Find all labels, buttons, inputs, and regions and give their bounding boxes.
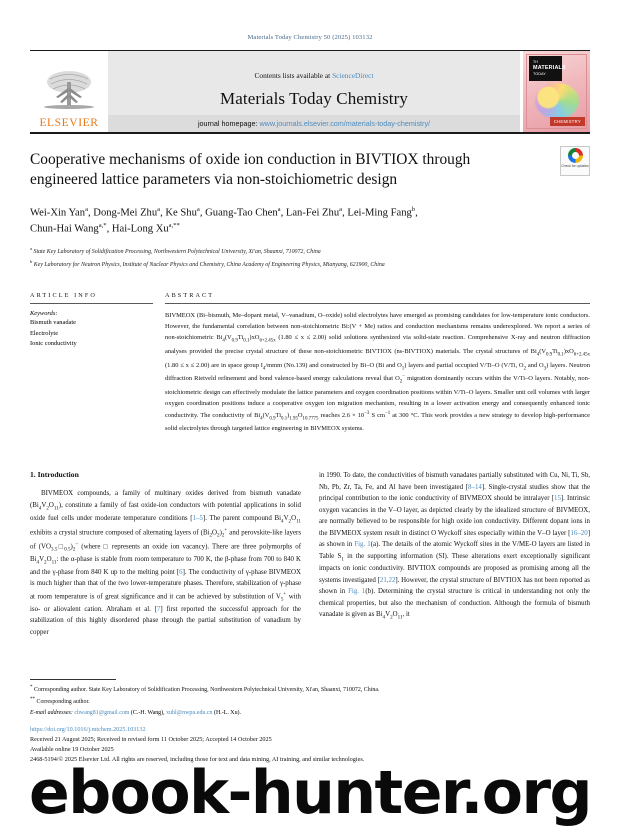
affiliation-b: b Key Laboratory for Neutron Physics, In… (30, 258, 385, 268)
corresponding-author-note-1: * Corresponding author. State Key Labora… (30, 685, 380, 693)
corresponding-author-note-2: ** Corresponding author. (30, 696, 90, 705)
email-link-1[interactable]: chwang81@gmail.com (74, 710, 130, 716)
crossmark-badge[interactable]: Check for updates (560, 146, 590, 176)
section-heading-introduction: 1. Introduction (30, 470, 79, 480)
abstract-text: BIVMEOX (Bi–bismuth, Me–dopant metal, V–… (165, 312, 590, 433)
email-label: E-mail addresses: (30, 710, 73, 716)
crossmark-label: Check for updates (561, 164, 589, 168)
intro-paragraph-right: in 1990. To date, the conductivities of … (319, 472, 590, 621)
author-list: Wei-Xin Yana, Dong-Mei Zhua, Ke Shua, Gu… (30, 205, 590, 237)
journal-masthead: ELSEVIER Contents lists available at Sci… (30, 50, 590, 134)
cover-artwork (535, 83, 579, 119)
article-info-heading: ARTICLE INFO (30, 292, 97, 300)
cover-badge-small: TH (533, 60, 538, 64)
contents-available-line: Contents lists available at ScienceDirec… (254, 71, 373, 80)
crossmark-icon (567, 148, 583, 163)
journal-homepage-bar: journal homepage: www.journals.elsevier.… (108, 115, 520, 132)
body-column-right: in 1990. To date, the conductivities of … (319, 470, 590, 638)
cover-category-label: CHEMISTRY (549, 117, 585, 126)
body-two-column: 1. Introduction BIVMEOX compounds, a fam… (30, 470, 590, 638)
abstract-heading: ABSTRACT (165, 292, 215, 300)
body-column-left: 1. Introduction BIVMEOX compounds, a fam… (30, 470, 301, 638)
keyword-item: Ionic conductivity (30, 339, 77, 347)
footnote-divider (30, 679, 116, 680)
copyright-line: 2468-5194/© 2025 Elsevier Ltd. All right… (30, 756, 365, 764)
affiliation-a: a State Key Laboratory of Solidification… (30, 246, 321, 256)
email-owner-1: (C.-H. Wang), (130, 710, 165, 716)
page-title: Cooperative mechanisms of oxide ion cond… (30, 151, 471, 189)
journal-homepage-link[interactable]: www.journals.elsevier.com/materials-toda… (259, 119, 431, 128)
journal-title: Materials Today Chemistry (220, 88, 408, 108)
elsevier-logo: ELSEVIER (30, 51, 108, 132)
cover-badge-main: MATERIALS (533, 64, 566, 71)
email-owner-2: (H.-L. Xu). (213, 710, 242, 716)
intro-paragraph-left: BIVMEOX compounds, a family of multinary… (30, 490, 302, 636)
affiliations: a State Key Laboratory of Solidification… (30, 245, 590, 270)
keyword-item: Electrolyte (30, 329, 59, 337)
cover-badge-sub: TODAY (533, 72, 546, 77)
abstract-divider (165, 303, 590, 305)
journal-cover-thumbnail[interactable]: TH MATERIALS TODAY CHEMISTRY (520, 51, 590, 132)
available-online-date: Available online 19 October 2025 (30, 746, 114, 754)
article-info-divider (30, 303, 153, 305)
email-link-2[interactable]: xuhl@nwpu.edu.cn (166, 710, 213, 716)
doi-link[interactable]: https://doi.org/10.1016/j.mtchem.2025.10… (30, 726, 146, 733)
publication-info: https://doi.org/10.1016/j.mtchem.2025.10… (30, 725, 590, 765)
author-line-1: Wei-Xin Yana, Dong-Mei Zhua, Ke Shua, Gu… (30, 205, 418, 219)
email-addresses-note: E-mail addresses: chwang81@gmail.com (C.… (30, 710, 590, 716)
keywords-label: Keywords: (30, 310, 58, 318)
masthead-center: Contents lists available at ScienceDirec… (108, 51, 520, 132)
article-info-column: ARTICLE INFO Keywords: Bismuth vanadate … (30, 292, 153, 434)
site-watermark: ebook-hunter.org (29, 758, 593, 828)
info-abstract-row: ARTICLE INFO Keywords: Bismuth vanadate … (30, 292, 590, 434)
cover-logo-badge: TH MATERIALS TODAY (529, 56, 566, 81)
running-head: Materials Today Chemistry 50 (2025) 1031… (247, 34, 373, 41)
elsevier-tree-icon (44, 71, 94, 109)
cover-border (526, 54, 587, 129)
sciencedirect-link[interactable]: ScienceDirect (332, 70, 374, 80)
title-block: Cooperative mechanisms of oxide ion cond… (30, 146, 590, 191)
author-line-2: Chun-Hai Wanga,*, Hai-Long Xua,** (30, 221, 180, 235)
contents-prefix: Contents lists available at (254, 70, 333, 80)
keyword-item: Bismuth vanadate (30, 319, 76, 327)
homepage-prefix: journal homepage: (197, 119, 260, 128)
footnotes-block: * Corresponding author. State Key Labora… (30, 679, 590, 716)
keywords-list: Bismuth vanadate Electrolyte Ionic condu… (30, 318, 153, 349)
elsevier-wordmark: ELSEVIER (39, 117, 99, 129)
publication-dates: Received 21 August 2025; Received in rev… (30, 736, 272, 744)
abstract-column: ABSTRACT BIVMEOX (Bi–bismuth, Me–dopant … (165, 292, 590, 434)
